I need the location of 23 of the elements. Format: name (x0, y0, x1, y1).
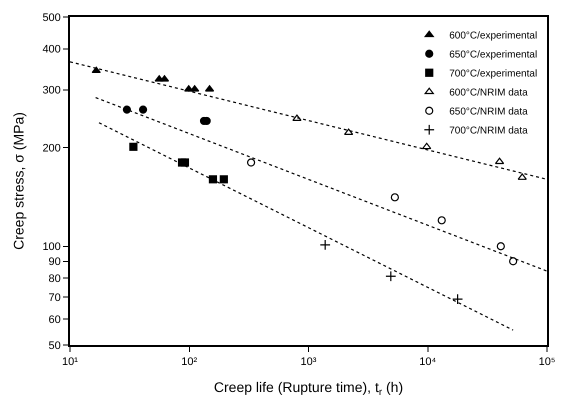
x-tick-label: 10¹ (62, 356, 78, 368)
x-tick-label: 10³ (300, 356, 317, 368)
legend-label: 600°C/experimental (449, 30, 538, 42)
legend-label: 700°C/NRIM data (449, 126, 528, 137)
x-tick-label: 10⁴ (419, 356, 436, 368)
y-tick-label: 80 (48, 272, 61, 285)
y-tick-label: 400 (42, 44, 61, 56)
y-axis-title: Creep stress, σ (MPa) (10, 112, 27, 250)
y-tick-label: 50 (48, 340, 61, 352)
y-tick-label: 70 (48, 292, 61, 304)
x-axis-title: Creep life (Rupture time), t$_{r}$ (h) (214, 379, 404, 398)
legend-label: 700°C/experimental (449, 68, 538, 80)
y-tick-label: 200 (42, 142, 61, 154)
y-tick-label: 500 (42, 12, 61, 24)
x-tick-label: 10⁵ (538, 356, 556, 368)
y-tick-label: 60 (48, 314, 61, 326)
legend-label: 600°C/NRIM data (449, 88, 528, 99)
y-tick-label: 100 (42, 241, 61, 254)
legend-label: 650°C/experimental (449, 50, 538, 61)
y-tick-label: 90 (48, 256, 61, 268)
x-tick-label: 10² (181, 356, 198, 368)
legend-label: 650°C/NRIM data (449, 106, 528, 118)
y-tick-label: 300 (42, 84, 61, 97)
